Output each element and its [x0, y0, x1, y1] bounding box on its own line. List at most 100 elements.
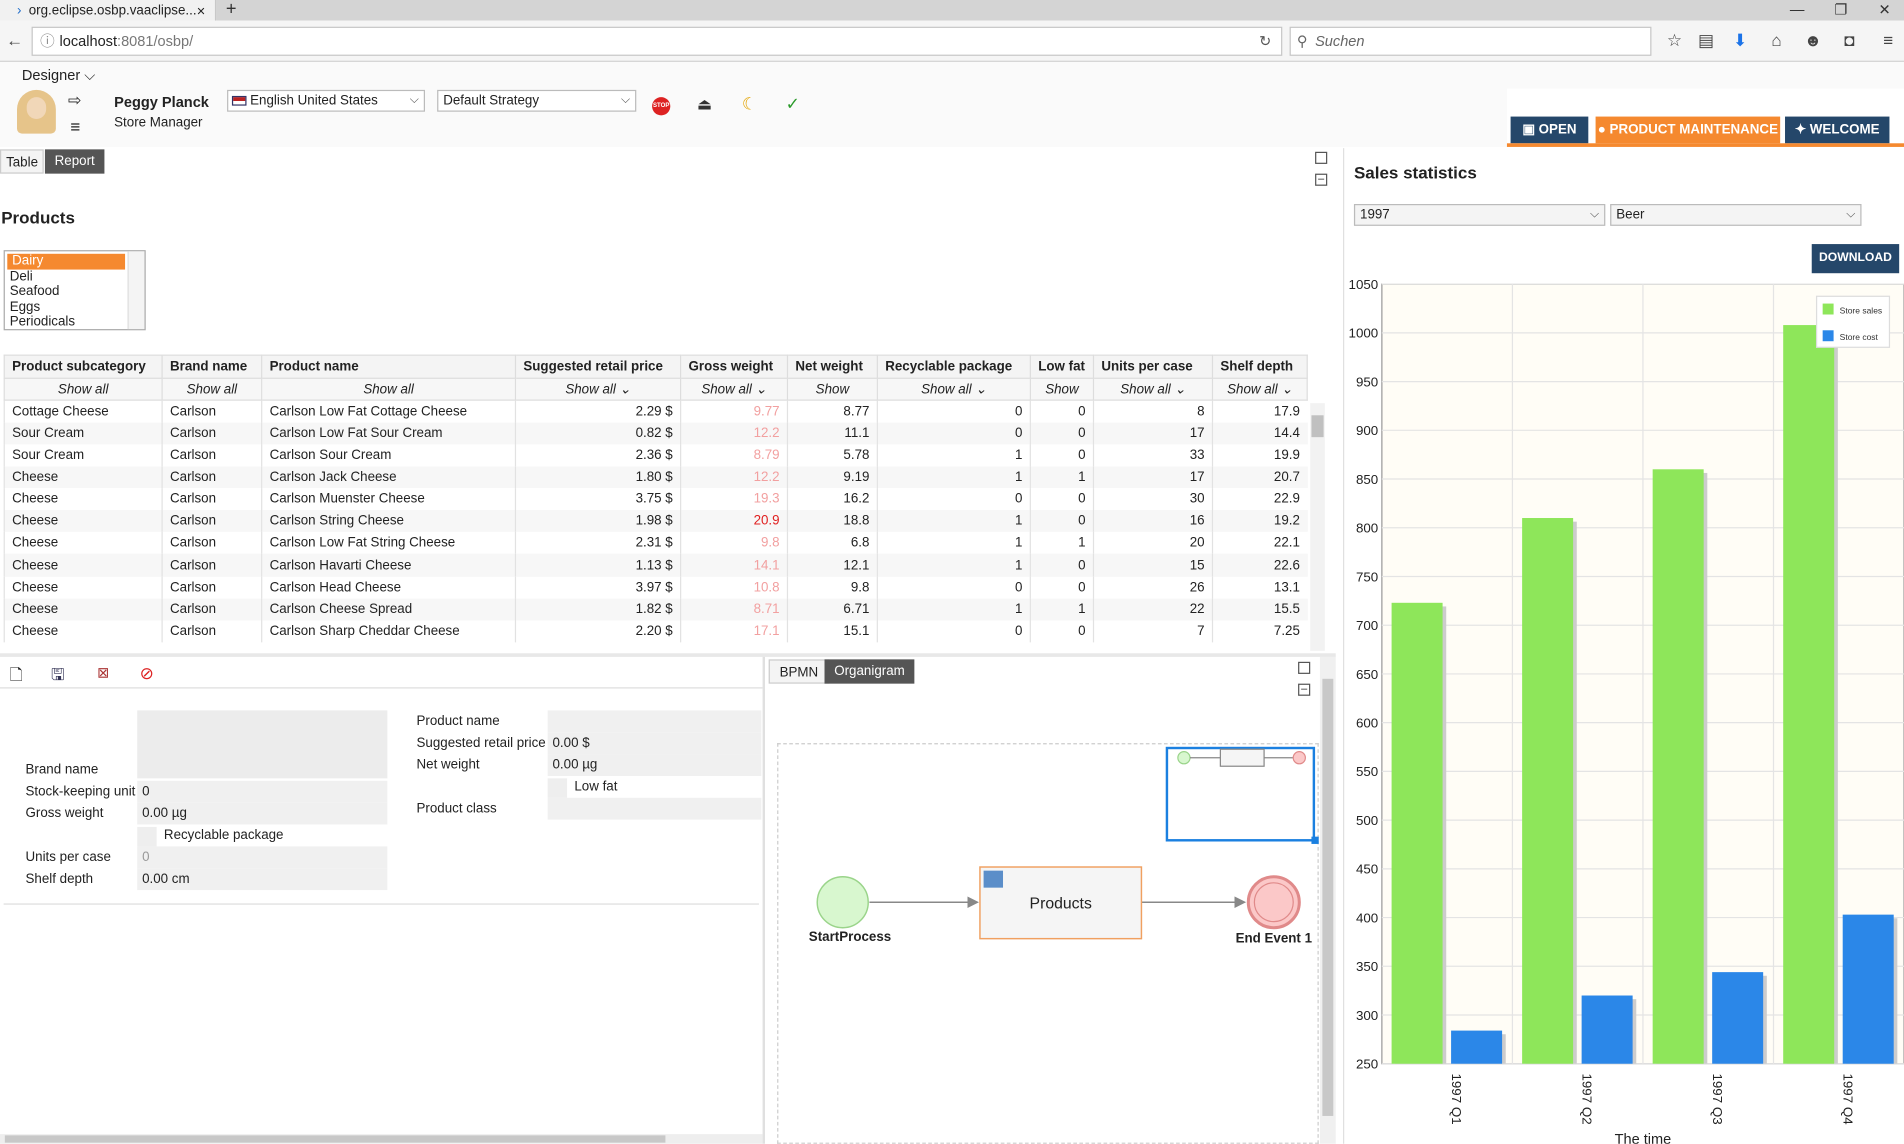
tab-table[interactable]: Table [0, 149, 45, 174]
start-event[interactable] [816, 875, 869, 929]
close-window-button[interactable]: ✕ [1878, 1, 1891, 19]
net-weight-field[interactable]: 0.00 µg [547, 754, 762, 776]
column-filter[interactable]: Show all ⌄ [514, 377, 682, 401]
welcome-tab[interactable]: ✦ WELCOME [1785, 116, 1890, 144]
column-filter[interactable]: Show all ⌄ [876, 377, 1031, 401]
column-header[interactable]: Suggested retail price [514, 354, 682, 379]
chat-icon[interactable]: ☻ [1803, 30, 1822, 50]
table-row[interactable]: Cheese Carlson Carlson Head Cheese 3.97 $10… [3, 576, 1308, 599]
column-filter[interactable]: Show [1029, 377, 1095, 401]
category-scrollbar[interactable] [127, 251, 145, 330]
gross-weight-field[interactable]: 0.00 µg [137, 802, 388, 825]
logout-icon[interactable]: ⇨ [68, 91, 82, 110]
table-row[interactable]: Sour Cream Carlson Carlson Low Fat Sour Cr… [3, 422, 1308, 445]
maximize-panel-icon[interactable] [1315, 151, 1328, 164]
srp-field[interactable]: 0.00 $ [547, 732, 762, 755]
column-header[interactable]: Units per case [1092, 354, 1214, 379]
column-header[interactable]: Brand name [161, 354, 263, 379]
column-header[interactable]: Product name [261, 354, 517, 379]
resize-handle[interactable] [1311, 836, 1319, 844]
reload-icon[interactable]: ↻ [1259, 32, 1272, 50]
column-header[interactable]: Recyclable package [876, 354, 1031, 379]
eject-icon[interactable]: ⏏ [697, 94, 712, 113]
category-list[interactable]: Dairy Deli Seafood Eggs Periodicals [3, 250, 146, 331]
menu-icon[interactable]: ≡ [70, 116, 81, 137]
save-icon[interactable]: 🖫 [51, 665, 65, 684]
moon-icon[interactable]: ☾ [741, 93, 758, 113]
brand-image-field[interactable] [137, 710, 388, 779]
list-item[interactable]: Seafood [9, 284, 60, 299]
column-filter[interactable]: Show [786, 377, 878, 401]
year-select[interactable]: 1997 ⌵ [1353, 204, 1606, 226]
product-maintenance-tab[interactable]: ● PRODUCT MAINTENANCE [1595, 116, 1781, 144]
product-name-field[interactable] [547, 710, 762, 733]
table-row[interactable]: Cheese Carlson Carlson String Cheese 1.98 $… [3, 510, 1308, 533]
bpmn-canvas[interactable] [777, 743, 1319, 1144]
delete-icon[interactable]: ⊠ [97, 664, 110, 682]
shelf-depth-field[interactable]: 0.00 cm [137, 868, 388, 891]
column-header[interactable]: Shelf depth [1211, 354, 1308, 379]
column-filter[interactable]: Show all [3, 377, 163, 401]
column-filter[interactable]: Show all ⌄ [1092, 377, 1214, 401]
bookmark-star-icon[interactable]: ☆ [1666, 30, 1683, 50]
sku-field[interactable]: 0 [137, 780, 388, 803]
column-filter[interactable]: Show all [261, 377, 517, 401]
product-class-field[interactable] [547, 797, 762, 820]
download-arrow-icon[interactable]: ⬇ [1732, 30, 1748, 50]
tab-organigram[interactable]: Organigram [824, 659, 915, 684]
url-bar[interactable]: ⓘ localhost:8081/osbp/ ↻ [31, 26, 1283, 56]
new-tab-button[interactable]: + [225, 0, 237, 20]
list-item[interactable]: Periodicals [9, 314, 76, 330]
stop-icon[interactable]: STOP [652, 97, 671, 116]
list-item[interactable]: Eggs [9, 299, 41, 314]
download-button[interactable]: DOWNLOAD [1811, 244, 1900, 274]
table-row[interactable]: Cottage Cheese Carlson Carlson Low Fat Cot… [3, 400, 1308, 423]
bpmn-scrollbar[interactable] [1319, 656, 1336, 1144]
bpmn-maximize-icon[interactable] [1298, 661, 1311, 674]
splitter[interactable] [0, 653, 1336, 657]
cancel-icon[interactable]: ⊘ [139, 663, 154, 683]
column-header[interactable]: Net weight [786, 354, 878, 379]
designer-menu[interactable]: Designer ⌵ [21, 66, 96, 84]
column-header[interactable]: Low fat [1029, 354, 1095, 379]
table-row[interactable]: Cheese Carlson Carlson Cheese Spread 1.82 $… [3, 598, 1308, 621]
column-filter[interactable]: Show all ⌄ [680, 377, 789, 401]
minimize-button[interactable]: — [1789, 1, 1805, 19]
tab-report[interactable]: Report [44, 149, 105, 174]
table-scrollbar[interactable] [1310, 403, 1325, 651]
table-row[interactable]: Cheese Carlson Carlson Low Fat String Chee… [3, 532, 1308, 555]
form-hscroll[interactable] [0, 1134, 763, 1144]
column-filter[interactable]: Show all ⌄ [1211, 377, 1308, 401]
search-input[interactable]: ⚲ Suchen [1289, 26, 1652, 56]
task-products[interactable] [979, 866, 1143, 940]
list-item[interactable]: Deli [9, 268, 33, 284]
vertical-splitter[interactable] [762, 656, 766, 1144]
table-row[interactable]: Cheese Carlson Carlson Sharp Cheddar Chees… [3, 620, 1308, 643]
table-row[interactable]: Cheese Carlson Carlson Jack Cheese 1.80 $12… [3, 466, 1308, 489]
home-icon[interactable]: ⌂ [1771, 30, 1782, 50]
tab-bpmn[interactable]: BPMN [768, 659, 830, 684]
minimize-panel-icon[interactable]: – [1315, 173, 1328, 186]
list-item[interactable]: Dairy [7, 253, 126, 269]
open-tab[interactable]: ▣ OPEN [1510, 116, 1589, 144]
strategy-select[interactable]: Default Strategy ⌵ [437, 89, 637, 112]
back-icon[interactable]: ← [6, 30, 24, 50]
table-row[interactable]: Cheese Carlson Carlson Havarti Cheese 1.13 … [3, 554, 1308, 577]
end-event[interactable] [1246, 875, 1301, 930]
maximize-button[interactable]: ❐ [1834, 1, 1848, 19]
column-header[interactable]: Gross weight [680, 354, 789, 379]
reading-list-icon[interactable]: ▤ [1698, 30, 1715, 50]
table-row[interactable]: Sour Cream Carlson Carlson Sour Cream 2.36 … [3, 444, 1308, 467]
pocket-icon[interactable]: ◘ [1844, 30, 1855, 50]
hamburger-menu-icon[interactable]: ≡ [1883, 30, 1894, 50]
table-row[interactable]: Cheese Carlson Carlson Muenster Cheese 3.75… [3, 488, 1308, 511]
bpmn-minimize-icon[interactable]: – [1298, 683, 1311, 696]
tab-close-icon[interactable]: × [196, 1, 206, 19]
checkmark-icon[interactable]: ✓ [785, 93, 800, 113]
new-doc-icon[interactable]: 🗋 [9, 665, 23, 684]
column-filter[interactable]: Show all [161, 377, 263, 401]
lowfat-checkbox[interactable] [547, 778, 568, 798]
recyclable-checkbox[interactable] [137, 826, 157, 847]
browser-tab[interactable]: › org.eclipse.osbp.vaaclipse... × [0, 0, 217, 21]
column-header[interactable]: Product subcategory [3, 354, 163, 379]
